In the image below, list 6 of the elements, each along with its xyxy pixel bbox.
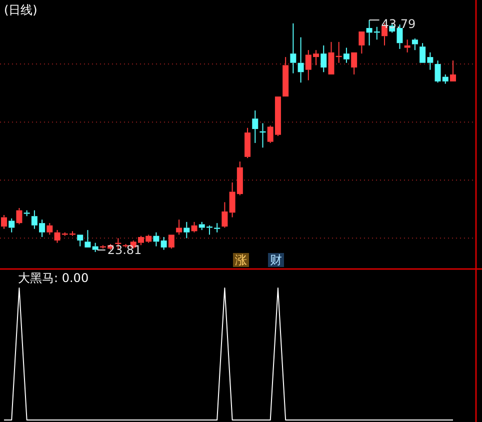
annotation: 43.79 — [381, 17, 416, 31]
chart-title: 大黑马: 0.00 — [18, 271, 89, 285]
annotation: 23.81 — [107, 243, 142, 257]
text: 财 — [270, 253, 282, 267]
chart-title: (日线) — [4, 3, 38, 17]
text: 涨 — [235, 253, 247, 267]
